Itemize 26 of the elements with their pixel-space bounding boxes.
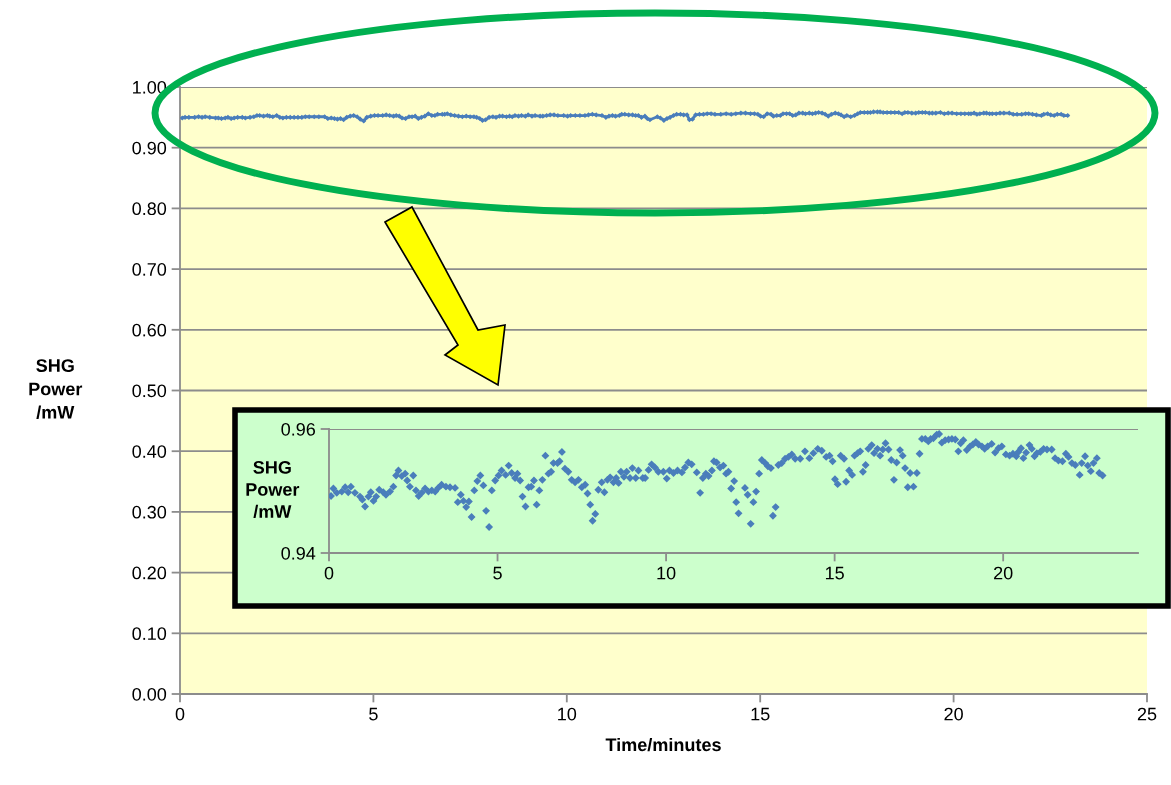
y-tick-label: 0.20 [132, 566, 167, 580]
y-axis-title: SHG Power /mW [246, 461, 300, 519]
x-tick-label: 10 [558, 707, 577, 721]
y-tick-label: 0.60 [132, 323, 167, 337]
x-tick-label: 0 [324, 566, 334, 580]
x-tick-label: 20 [994, 566, 1013, 580]
x-tick-label: 15 [751, 707, 770, 721]
x-axis-title: Time/minutes [605, 737, 721, 752]
x-tick-label: 20 [944, 707, 963, 721]
x-tick-label: 25 [1137, 707, 1157, 721]
x-tick-label: 15 [825, 566, 844, 580]
y-tick-label: 0.50 [132, 384, 167, 398]
y-tick-label: 0.90 [132, 141, 167, 155]
y-tick-label: 0.96 [281, 422, 316, 436]
y-tick-label: 0.00 [132, 687, 167, 701]
y-tick-label: 0.70 [132, 263, 167, 276]
y-tick-label: 0.40 [132, 445, 167, 458]
x-tick-label: 5 [369, 707, 378, 721]
x-tick-label: 0 [175, 707, 185, 721]
x-tick-label: 10 [657, 566, 676, 580]
y-axis-title: SHG Power /mW [29, 359, 83, 419]
y-tick-label: 0.94 [281, 546, 316, 560]
x-tick-label: 5 [493, 566, 502, 580]
y-tick-label: 0.30 [132, 505, 167, 519]
y-tick-label: 0.80 [132, 202, 167, 216]
y-tick-label: 0.10 [132, 627, 167, 641]
